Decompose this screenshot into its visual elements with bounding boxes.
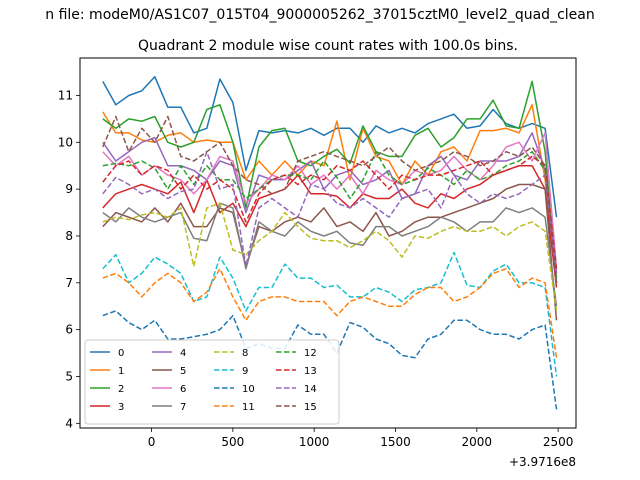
series-line-9 <box>102 251 558 377</box>
legend-label-2: 2 <box>118 384 124 395</box>
legend-label-8: 8 <box>242 348 248 359</box>
x-tick-label: 2000 <box>462 435 493 449</box>
legend-label-4: 4 <box>180 348 186 359</box>
file-header-text: n file: modeM0/AS1C07_015T04_9000005262_… <box>45 7 594 23</box>
y-tick-label: 5 <box>65 369 73 383</box>
x-tick-label: 0 <box>148 435 156 449</box>
x-tick-label: 2500 <box>543 435 574 449</box>
x-tick-label: 1000 <box>299 435 330 449</box>
legend-label-0: 0 <box>118 348 124 359</box>
legend-label-15: 15 <box>304 402 317 413</box>
series-line-7 <box>102 202 558 307</box>
y-tick-label: 4 <box>65 416 73 430</box>
series-layer <box>102 75 558 410</box>
chart-title: Quadrant 2 module wise count rates with … <box>138 38 518 54</box>
series-line-12 <box>102 150 558 279</box>
y-tick-label: 10 <box>58 135 73 149</box>
legend-label-6: 6 <box>180 384 186 395</box>
y-tick-label: 6 <box>65 323 73 337</box>
x-tick-label: 500 <box>221 435 244 449</box>
legend-label-12: 12 <box>304 348 317 359</box>
y-tick-label: 9 <box>65 182 73 196</box>
series-line-0 <box>102 75 558 218</box>
y-tick-label: 8 <box>65 229 73 243</box>
legend-label-3: 3 <box>118 402 124 413</box>
legend-label-1: 1 <box>118 366 124 377</box>
x-offset-label: +3.9716e8 <box>509 455 576 469</box>
legend-label-13: 13 <box>304 366 317 377</box>
series-line-1 <box>102 104 558 274</box>
series-line-6 <box>102 132 558 269</box>
legend-label-11: 11 <box>242 402 255 413</box>
legend-label-7: 7 <box>180 402 186 413</box>
legend-label-9: 9 <box>242 366 248 377</box>
series-line-8 <box>102 202 558 312</box>
y-axis: 4 5 6 7 8 9 10 11 <box>58 88 80 430</box>
legend-label-5: 5 <box>180 366 186 377</box>
series-line-14 <box>102 150 558 274</box>
series-line-15 <box>102 115 558 283</box>
x-axis: 0 500 1000 1500 2000 2500 <box>148 428 574 449</box>
legend-label-14: 14 <box>304 384 317 395</box>
legend-label-10: 10 <box>242 384 255 395</box>
plot-frame <box>79 57 577 429</box>
y-tick-label: 11 <box>58 88 73 102</box>
y-tick-label: 7 <box>65 276 73 290</box>
series-line-3 <box>102 164 558 288</box>
series-line-13 <box>102 155 558 269</box>
legend-box <box>84 339 340 425</box>
series-line-11 <box>102 268 558 358</box>
series-line-2 <box>102 80 558 283</box>
x-tick-label: 1500 <box>380 435 411 449</box>
